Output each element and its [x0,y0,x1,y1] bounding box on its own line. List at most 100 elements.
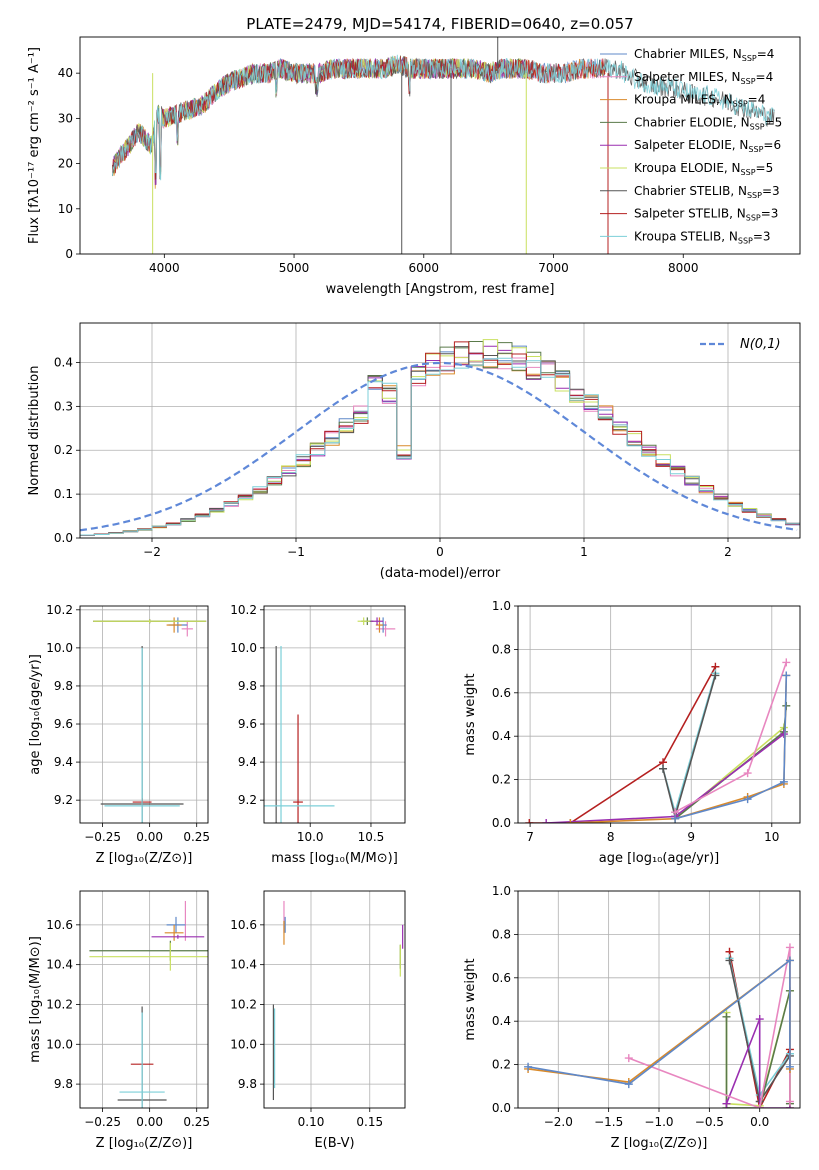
x-axis-label: age [log₁₀(age/yr)] [599,851,720,866]
legend-entry: Chabrier ELODIE, NSSP=5 [634,115,782,131]
legend-entry: Kroupa MILES, NSSP=4 [634,93,765,109]
x-tick-label: 8000 [668,261,699,275]
x-axis-label: E(B-V) [314,1136,354,1151]
x-tick-label: −0.25 [84,830,121,844]
y-tick-label: 30 [58,111,73,125]
y-tick-label: 9.8 [238,1077,257,1091]
y-axis-label: mass weight [463,958,478,1040]
x-tick-label: 5000 [279,261,310,275]
y-axis-label: Normed distribution [27,366,42,496]
legend-sub: SSP [747,191,762,200]
x-tick-label: 0.10 [298,1115,325,1129]
legend-entry: Chabrier STELIB, NSSP=3 [634,184,780,200]
y-tick-label: 9.2 [54,793,73,807]
weight-marker [711,671,720,680]
weight-marker [785,1097,794,1106]
x-axis-label: mass [log₁₀(M/M⊙)] [271,851,398,866]
legend-text: Salpeter MILES, N [634,70,741,84]
x-tick-label: −1.0 [644,1115,673,1129]
x-tick-label: 1 [580,545,588,559]
weight-lines [524,943,794,1108]
y-tick-label: 0.2 [54,443,73,457]
x-tick-label: 7 [526,830,534,844]
y-tick-label: 10.2 [46,997,73,1011]
points [89,900,208,1108]
weight-line [529,666,717,823]
legend-tail: =5 [756,161,774,175]
legend-entry: N(0,1) [740,337,781,352]
x-tick-label: 0.00 [136,1115,163,1129]
x-tick-label: −0.5 [695,1115,724,1129]
x-tick-label: −2 [143,545,161,559]
age-vs-mass-panel: 10.0 10.5 9.2 9.4 9.6 9.8 10.0 10.2 mass [log₁₀(… [230,603,406,866]
weight-line [527,958,791,1085]
legend-tail: =4 [756,70,774,84]
weight-marker [755,1015,764,1024]
residuals-panel: −2 −1 0 1 2 0.0 0.1 0.2 0.3 0.4 (data-model)/error… [27,322,801,581]
y-tick-label: 0.3 [54,399,73,413]
x-axis-label: Z [log₁₀(Z/Z⊙)] [96,851,193,866]
y-tick-label: 10.4 [46,958,73,972]
weight-marker [779,730,788,739]
weight-marker [542,819,551,823]
weight-marker [785,943,794,952]
massweight-vs-Z-panel: −2.0 −1.5 −1.0 −0.5 0.0 0.0 0.2 0.4 0.6 0.8 1.0 Z [… [463,884,801,1151]
legend-sub: SSP [746,214,761,223]
legend-sub: SSP [741,77,756,86]
y-tick-label: 10.2 [230,997,257,1011]
weight-marker [524,1062,533,1071]
legend-text: Kroupa MILES, N [634,93,733,107]
axes-frame [263,890,406,1109]
histograms [80,339,800,537]
y-tick-label: 9.8 [54,679,73,693]
weight-marker [785,1062,794,1071]
mass-vs-Z-panel: −0.25 0.00 0.25 9.8 10.0 10.2 10.4 10.6 Z [log₁₀… [28,890,210,1151]
y-axis-label: Flux [fλ10⁻¹⁷ erg cm⁻² s⁻¹ A⁻¹] [27,47,42,244]
age-vs-Z-panel: −0.25 0.00 0.25 9.2 9.4 9.6 9.8 10.0 10.2 Z [log₁… [28,603,210,866]
weight-marker [785,956,794,965]
y-tick-label: 0.8 [492,927,511,941]
y-tick-label: 9.4 [238,755,257,769]
y-tick-label: 0.8 [492,642,511,656]
y-tick-label: 10.0 [46,641,73,655]
x-tick-label: 7000 [538,261,569,275]
y-tick-label: 1.0 [492,884,511,898]
legend-entry: Kroupa STELIB, NSSP=3 [634,229,771,245]
x-tick-label: 0.25 [183,1115,210,1129]
histogram-step [80,357,800,537]
legend-text: Chabrier STELIB, N [634,184,747,198]
y-tick-label: 0.6 [492,686,511,700]
weight-line [725,1018,790,1108]
x-tick-label: 9 [687,830,695,844]
y-axis-label: age [log₁₀(age/yr)] [28,654,43,775]
spectrum-line [112,54,775,181]
legend-tail: =3 [753,229,771,243]
weight-marker [525,819,534,823]
x-tick-label: −0.25 [84,1115,121,1129]
x-tick-label: 0.15 [356,1115,383,1129]
y-tick-label: 9.6 [238,717,257,731]
y-tick-label: 10 [58,202,73,216]
y-tick-label: 10.2 [230,603,257,617]
legend-text: Chabrier MILES, N [634,47,742,61]
axes-frame [517,890,801,1109]
weight-marker [624,1054,633,1063]
y-tick-label: 0.4 [54,355,73,369]
x-tick-label: 0.25 [183,830,210,844]
x-tick-label: 2 [724,545,732,559]
gaussian-curve [80,361,798,532]
legend-sub: SSP [748,145,763,154]
weight-marker [782,658,791,667]
points [93,617,207,823]
y-tick-label: 0.2 [492,773,511,787]
legend-entry: Salpeter MILES, NSSP=4 [634,70,773,86]
weight-lines [525,658,791,823]
legend-tail: =5 [765,115,783,129]
y-tick-label: 0.1 [54,487,73,501]
legend-sub: SSP [742,54,757,63]
x-tick-label: 6000 [409,261,440,275]
chart-title: PLATE=2479, MJD=54174, FIBERID=0640, z=0… [246,15,633,33]
y-tick-label: 10.2 [46,603,73,617]
weight-marker [722,1099,731,1108]
